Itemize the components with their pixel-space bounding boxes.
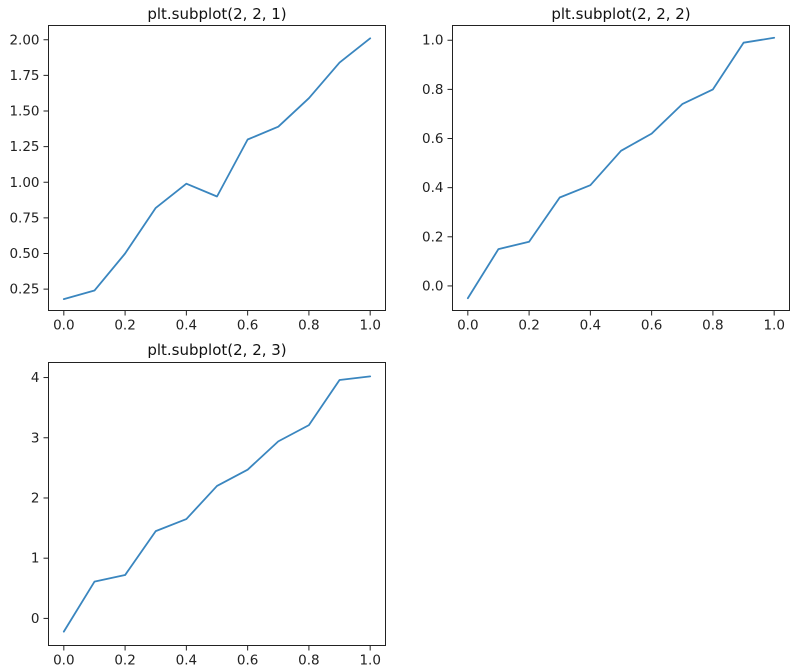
subplot-3-x-tick-label: 0.8: [298, 653, 319, 669]
subplot-3-y-tick-label: 2: [31, 490, 40, 506]
subplot-3-series-line: [62, 375, 372, 633]
subplot-3-axes-frame: [48, 362, 386, 646]
subplot-1-axes-frame: [48, 25, 386, 311]
subplot-2-x-tick-label: 0.6: [641, 318, 662, 334]
subplot-3-x-tick-label: 0.4: [176, 653, 197, 669]
subplot-3-y-tick-label: 4: [31, 370, 40, 386]
subplot-3-title: plt.subplot(2, 2, 3): [147, 341, 286, 359]
subplot-3-y-tick-label: 1: [31, 551, 40, 567]
subplot-1-ticks: 0.0 0.2 0.4 0.6 0.8 1.0 0.25 0.50 0.75 1.00 1.25 1.…: [9, 32, 380, 333]
subplot-3-x-tick-label: 1.0: [359, 653, 380, 669]
subplot-1-title: plt.subplot(2, 2, 1): [147, 5, 286, 23]
subplot-2-x-tick-label: 0.8: [702, 318, 723, 334]
subplot-3-y-tick-label: 0: [31, 611, 40, 627]
subplot-2-title: plt.subplot(2, 2, 2): [551, 5, 690, 23]
subplot-1-y-tick-label: 1.25: [9, 139, 39, 155]
subplot-2-y-tick-label: 0.6: [422, 131, 443, 147]
subplot-1-x-tick-label: 0.0: [53, 318, 74, 334]
subplot-1-x-tick-label: 0.8: [298, 318, 319, 334]
subplot-1-y-tick-label: 2.00: [9, 32, 39, 48]
subplot-2-series-line: [466, 36, 776, 300]
subplot-2-y-tick-label: 1.0: [422, 33, 443, 49]
subplot-2-x-tick-label: 0.0: [457, 318, 478, 334]
subplot-2-axes-frame: [452, 25, 790, 311]
subplot-1-y-tick-label: 0.25: [9, 282, 39, 298]
subplot-1-y-tick-label: 1.75: [9, 68, 39, 84]
subplot-1-x-tick-label: 1.0: [359, 318, 380, 334]
subplot-2-y-tick-label: 0.4: [422, 180, 443, 196]
subplot-1-x-tick-label: 0.2: [114, 318, 135, 334]
subplot-1-y-tick-label: 0.75: [9, 210, 39, 226]
subplot-1: plt.subplot(2, 2, 1) 0.0 0.2 0.4 0.6 0.8 1.00…: [9, 5, 386, 334]
subplot-2-x-tick-label: 1.0: [763, 318, 784, 334]
subplot-2-y-tick-label: 0.0: [422, 278, 443, 294]
subplot-1-x-tick-label: 0.4: [176, 318, 197, 334]
subplot-1-y-tick-label: 0.50: [9, 246, 39, 262]
subplot-3-x-tick-label: 0.6: [237, 653, 258, 669]
subplot-2-y-tick-label: 0.8: [422, 82, 443, 98]
subplot-3: plt.subplot(2, 2, 3) 0.0 0.2 0.4 0.6 0.8 1.00…: [31, 341, 386, 669]
subplot-1-y-tick-label: 1.00: [9, 175, 39, 191]
subplot-3-ticks: 0.0 0.2 0.4 0.6 0.8 1.0 0 1 2 3 4: [31, 370, 381, 668]
subplot-3-x-tick-label: 0.2: [114, 653, 135, 669]
subplot-1-x-tick-label: 0.6: [237, 318, 258, 334]
subplot-2-ticks: 0.0 0.2 0.4 0.6 0.8 1.0 0.0 0.2 0.4 0.6 0.8 1.0: [422, 33, 785, 334]
subplot-2-x-tick-label: 0.2: [518, 318, 539, 334]
subplot-3-x-tick-label: 0.0: [53, 653, 74, 669]
subplot-1-y-tick-label: 1.50: [9, 104, 39, 120]
subplot-2-x-tick-label: 0.4: [580, 318, 601, 334]
subplot-2: plt.subplot(2, 2, 2) 0.0 0.2 0.4 0.6 0.8 1.00…: [422, 5, 790, 334]
subplot-1-series-line: [62, 37, 372, 301]
subplot-2-y-tick-label: 0.2: [422, 229, 443, 245]
subplot-3-y-tick-label: 3: [31, 430, 40, 446]
